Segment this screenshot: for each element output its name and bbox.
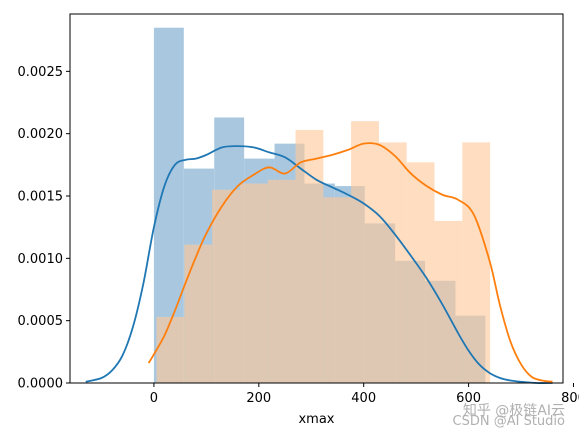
histogram-bar-s1-2 — [212, 189, 240, 383]
histogram-bar-s1-0 — [156, 316, 185, 383]
y-axis: 0.0000 0.0005 0.0010 0.0015 0.0020 0.0025 — [18, 65, 70, 392]
y-tick-label: 0.0000 — [18, 377, 64, 392]
y-tick-label: 0.0015 — [18, 190, 64, 205]
x-tick-label: 800 — [561, 391, 579, 406]
x-axis: 0 200 400 600 800 — [150, 383, 579, 406]
histogram-bar-s1-1 — [184, 244, 213, 383]
x-tick-label: 600 — [456, 391, 481, 406]
y-tick-label: 0.0010 — [18, 252, 64, 267]
x-axis-label: xmax — [298, 412, 334, 427]
x-tick-label: 400 — [351, 391, 376, 406]
kde-line-1 — [147, 142, 553, 383]
histogram-bar-s1-9 — [406, 162, 435, 383]
kde-line-0 — [85, 145, 553, 384]
watermark-csdn: CSDN @AI Studio — [452, 414, 565, 429]
plot-frame — [69, 13, 564, 384]
plot-area — [69, 13, 564, 384]
histogram-bar-s1-6 — [323, 197, 352, 383]
y-tick-label: 0.0005 — [18, 314, 64, 329]
histogram-bar-s1-4 — [267, 179, 296, 383]
histogram-bar-s1-10 — [434, 220, 463, 383]
y-tick-label: 0.0020 — [18, 127, 64, 142]
x-tick-label: 0 — [150, 391, 158, 406]
watermark-zhihu: 知乎 @极链AI云 — [462, 403, 565, 419]
histogram-bar-s1-11 — [462, 142, 491, 383]
x-tick-label: 200 — [246, 391, 271, 406]
histogram-bar-s1-5 — [295, 129, 324, 383]
histogram-bar-s1-3 — [239, 183, 268, 383]
histogram-bar-s1-8 — [378, 142, 407, 383]
histogram-bar-s1-7 — [351, 121, 379, 383]
y-tick-label: 0.0025 — [18, 65, 64, 80]
